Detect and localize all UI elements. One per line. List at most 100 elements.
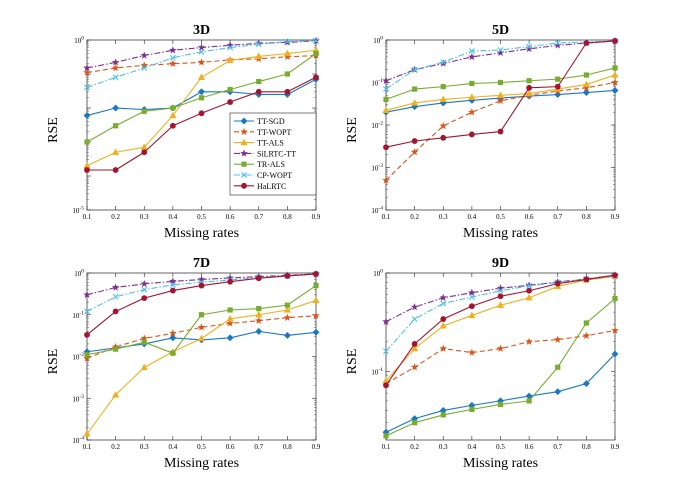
x-tick-label: 0.7 [254, 443, 263, 451]
x-tick-label: 0.6 [226, 443, 235, 451]
data-point [112, 74, 119, 81]
data-point [410, 303, 419, 311]
data-point [312, 328, 320, 336]
data-point [197, 73, 206, 80]
data-point [526, 287, 533, 294]
data-point [112, 148, 120, 155]
data-point [169, 122, 176, 129]
data-point [197, 275, 206, 283]
chart-title: 5D [492, 23, 509, 38]
data-point [411, 316, 418, 323]
data-point [439, 344, 448, 352]
x-axis-label: Missing rates [164, 456, 239, 471]
data-point [582, 89, 590, 97]
data-point [112, 391, 120, 398]
y-tick-label-exponent: -4 [378, 206, 383, 212]
y-tick-label-base: 10 [72, 312, 80, 320]
data-point [197, 43, 206, 51]
data-point [197, 88, 206, 96]
data-point [113, 123, 119, 129]
data-point [113, 346, 119, 352]
data-point [526, 43, 533, 50]
data-point [468, 131, 475, 138]
data-point [440, 300, 447, 307]
y-tick-label-base: 10 [72, 207, 80, 215]
legend-marker [241, 161, 247, 167]
data-point [198, 95, 205, 101]
legend-item: TT-WOPT [234, 127, 291, 137]
y-tick-label-base: 10 [74, 37, 82, 45]
x-tick-label: 0.9 [611, 443, 620, 451]
x-tick-label: 0.8 [283, 443, 292, 451]
y-tick-label-exponent: -4 [79, 436, 84, 442]
data-point [439, 321, 447, 329]
data-point [468, 48, 475, 55]
data-point [255, 52, 263, 60]
data-point [612, 295, 618, 302]
data-point [526, 282, 533, 289]
data-point [84, 167, 90, 173]
series-tr-als [383, 295, 618, 439]
data-point [83, 290, 91, 299]
data-point [582, 331, 591, 340]
data-point [141, 65, 148, 72]
data-point [313, 282, 319, 289]
y-tick-label-exponent: 0 [380, 36, 383, 42]
data-point [526, 78, 532, 84]
data-point [411, 99, 419, 106]
y-tick-label-base: 10 [373, 37, 381, 45]
data-point [440, 316, 447, 322]
legend-marker [240, 117, 248, 125]
data-point [412, 86, 418, 92]
data-point [525, 293, 533, 301]
data-point [198, 48, 205, 55]
chart-title: 9D [492, 256, 509, 271]
data-point [169, 59, 177, 68]
x-tick-label: 0.1 [382, 443, 391, 451]
plot-area [385, 272, 616, 441]
data-point [227, 278, 234, 285]
data-point [84, 331, 90, 338]
data-point [284, 88, 291, 95]
data-point [197, 334, 206, 342]
data-point [525, 281, 533, 289]
x-tick-label: 0.5 [496, 443, 505, 451]
data-point [496, 48, 505, 57]
x-tick-label: 0.5 [197, 443, 206, 451]
data-point [440, 134, 447, 141]
x-tick-label: 0.9 [312, 213, 321, 221]
data-point [227, 307, 233, 313]
y-tick-label-exponent: -2 [79, 352, 84, 358]
data-point [468, 311, 476, 319]
y-tick-label-exponent: -1 [378, 367, 383, 373]
x-tick-label: 0.7 [553, 213, 562, 221]
data-point [411, 66, 418, 73]
data-point [84, 139, 90, 145]
data-point [468, 294, 475, 300]
data-point [410, 148, 419, 156]
data-point [169, 54, 176, 61]
data-point [141, 339, 147, 345]
data-point [411, 340, 418, 347]
data-point [198, 282, 205, 289]
y-axis-label: RSE [46, 349, 61, 375]
y-axis-label: RSE [46, 117, 61, 143]
y-tick-label-base: 10 [74, 270, 82, 278]
data-point [169, 329, 177, 337]
data-point [197, 58, 206, 66]
data-point [112, 308, 119, 315]
plot-area [385, 39, 616, 211]
x-tick-label: 0.6 [226, 213, 235, 221]
y-tick-label: 100 [373, 269, 383, 279]
data-point [383, 433, 389, 439]
data-point [169, 277, 177, 285]
data-point [227, 86, 233, 93]
y-tick-label-exponent: -2 [378, 121, 383, 127]
x-tick-label: 0.1 [382, 213, 391, 221]
data-point [440, 59, 447, 66]
x-tick-label: 0.7 [553, 443, 562, 451]
x-tick-label: 0.2 [410, 213, 419, 221]
